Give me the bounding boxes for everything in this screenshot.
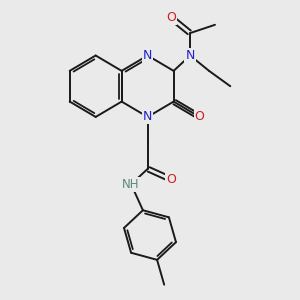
Text: O: O	[166, 173, 176, 186]
Text: O: O	[195, 110, 205, 123]
Text: O: O	[166, 11, 176, 24]
Text: N: N	[185, 49, 195, 62]
Text: N: N	[143, 49, 152, 62]
Text: NH: NH	[122, 178, 140, 191]
Text: N: N	[143, 110, 152, 123]
